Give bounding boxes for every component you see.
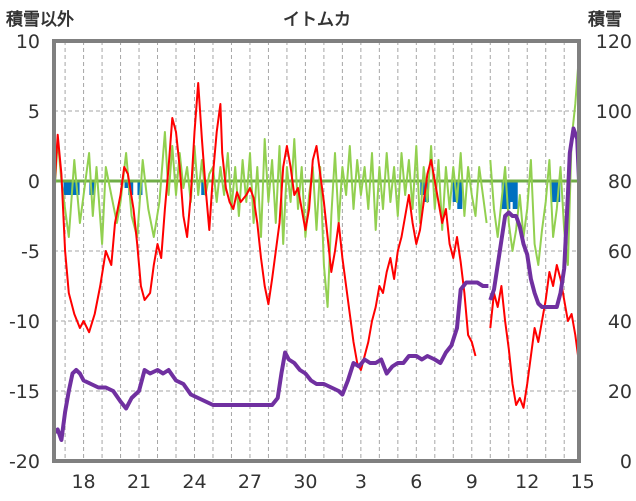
series-lines	[52, 54, 581, 442]
x-tick-label: 18	[71, 471, 95, 493]
left-tick-label: -15	[9, 381, 40, 403]
precip-bar	[67, 181, 73, 195]
x-tick-label: 3	[355, 471, 367, 493]
right-tick-label: 120	[596, 31, 632, 53]
right-tick-labels: 120 100 80 60 40 20 0	[596, 31, 632, 473]
x-tick-label: 6	[410, 471, 422, 493]
precip-bar	[201, 181, 207, 195]
left-tick-label: -5	[21, 241, 40, 263]
left-tick-label: 0	[28, 171, 40, 193]
precip-bar	[512, 181, 518, 209]
x-tick-label: 27	[238, 471, 262, 493]
grid-lines	[54, 41, 579, 461]
temp_change-line	[53, 131, 488, 308]
right-tick-label: 60	[608, 241, 632, 263]
x-tick-label: 24	[182, 471, 206, 493]
precip-bar	[551, 181, 557, 202]
temperature-line	[489, 264, 580, 409]
precip-bar	[124, 181, 130, 188]
left-tick-label: 10	[16, 31, 40, 53]
left-tick-label: -20	[9, 451, 40, 473]
plot-frame	[52, 39, 581, 463]
right-axis-label: 積雪	[588, 9, 622, 30]
right-tick-label: 40	[608, 311, 632, 333]
precip-bar	[70, 181, 76, 195]
snow_depth-line	[488, 126, 581, 309]
precip-bar	[501, 181, 507, 209]
right-tick-label: 20	[608, 381, 632, 403]
x-tick-label: 30	[293, 471, 317, 493]
x-tick-label: 12	[515, 471, 539, 493]
precip-bar	[63, 181, 69, 195]
right-tick-label: 100	[596, 101, 632, 123]
right-tick-label: 80	[608, 171, 632, 193]
temperature-line	[53, 82, 477, 371]
x-tick-label: 21	[127, 471, 151, 493]
right-tick-label: 0	[620, 451, 632, 473]
precip-bar	[457, 181, 463, 209]
x-tick-label: 15	[571, 471, 595, 493]
left-tick-label: 5	[28, 101, 40, 123]
left-axis-label: 積雪以外	[6, 9, 74, 30]
precip-bar	[509, 181, 515, 202]
left-tick-labels: 10 5 0 -5 -10 -15 -20	[9, 31, 40, 473]
snow_depth-line	[52, 280, 489, 442]
x-tick-label: 9	[466, 471, 478, 493]
left-tick-label: -10	[9, 311, 40, 333]
x-tick-labels: 18 21 24 27 30 3 6 9 12 15	[71, 471, 594, 493]
chart-title: イトムカ	[283, 10, 351, 30]
